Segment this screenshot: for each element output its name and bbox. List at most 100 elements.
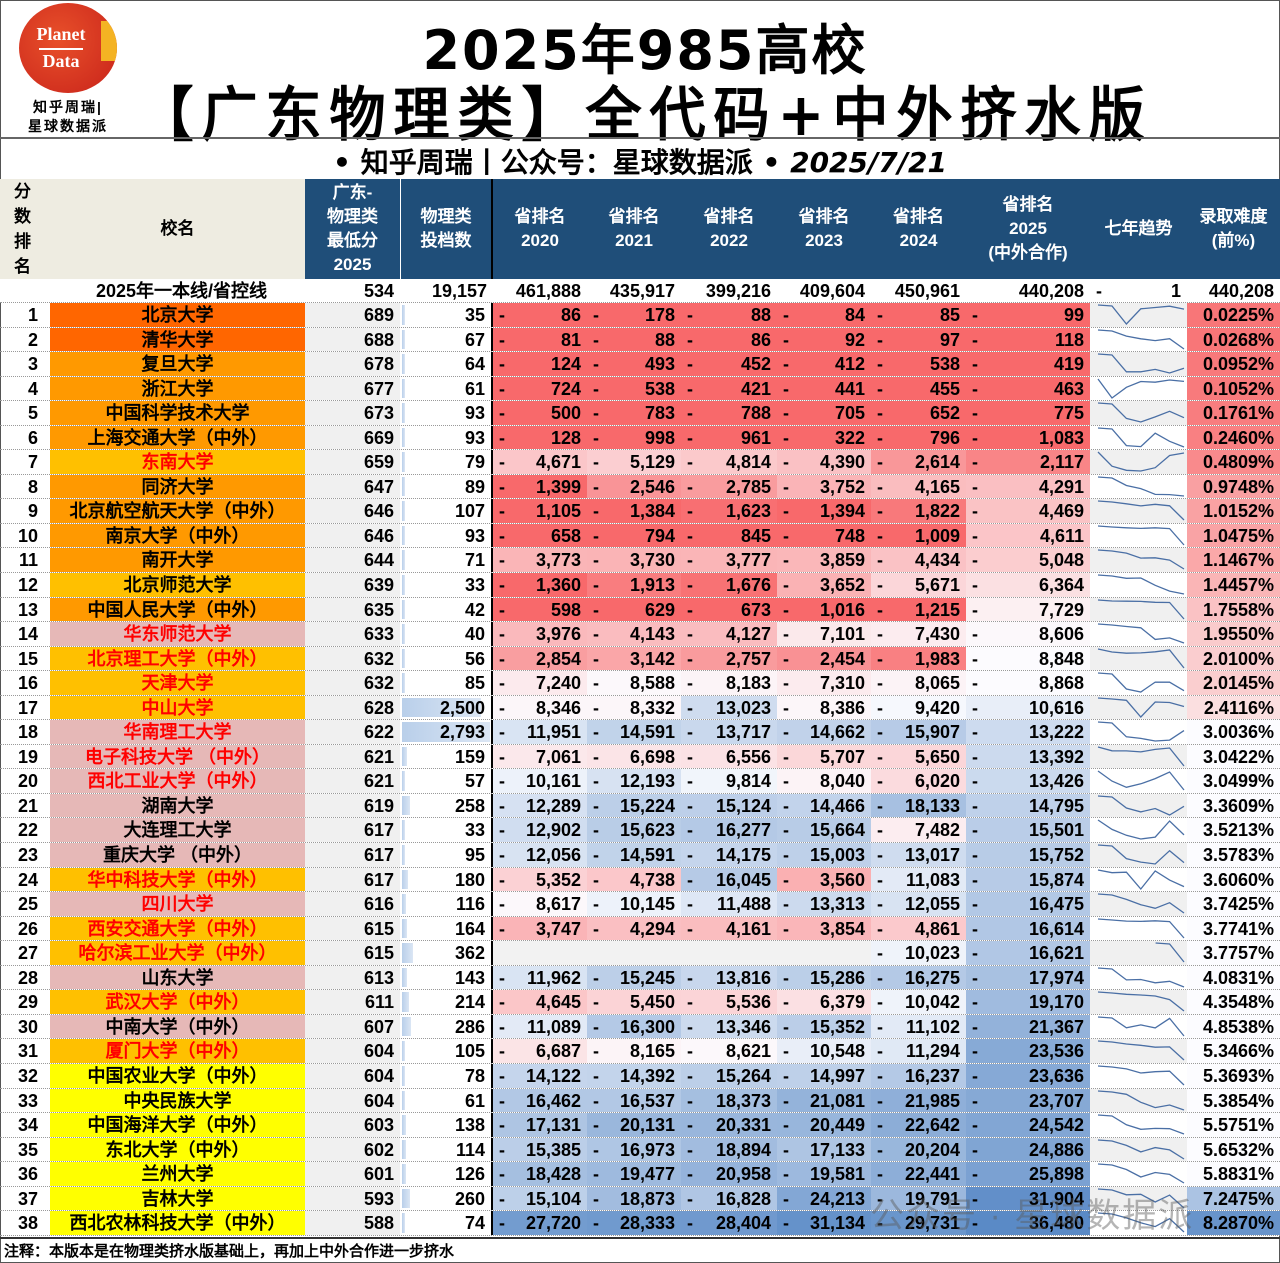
rank-2025: - 24,542 (966, 1113, 1090, 1137)
rank-value: 538 (644, 378, 675, 399)
accounting-dash: - (687, 501, 693, 522)
rank-value: 1,016 (819, 599, 865, 620)
rank-2024: - 652 (871, 401, 966, 425)
count-cell: 2,793 (400, 720, 493, 744)
rank-2020: - 658 (493, 523, 587, 548)
accounting-dash: - (593, 845, 599, 866)
sparkline-line (1097, 574, 1185, 595)
rank-value: 629 (644, 599, 675, 620)
rank-value: 23,707 (1028, 1090, 1084, 1111)
rank-2021: - 178 (587, 303, 681, 327)
count-cell: 95 (400, 843, 493, 867)
rank-2025: - 21,367 (966, 1014, 1090, 1039)
rank-2021: - 1,384 (587, 499, 681, 523)
table-row: 20 西北工业大学（中外） 621 57-10,161-12,193-9,814-8,… (0, 769, 1280, 794)
rank-2024: - 85 (871, 303, 966, 327)
admission-difficulty-pct: 1.7558% (1187, 597, 1280, 622)
accounting-dash: - (972, 1164, 978, 1185)
count-data-bar (402, 427, 405, 448)
rank-value: 10,023 (904, 943, 960, 964)
rank-2020: -11,089 (493, 1014, 587, 1039)
trend-sparkline (1090, 1039, 1187, 1063)
accounting-dash: - (783, 795, 789, 816)
rank-2025: - 13,392 (966, 744, 1090, 769)
accounting-dash: - (877, 1090, 883, 1111)
rank-value: 2,117 (1039, 452, 1084, 473)
accounting-dash: - (499, 869, 505, 890)
rank-2023: - 3,854 (777, 916, 871, 941)
min-score: 644 (305, 548, 400, 573)
rank-value: 81 (560, 329, 581, 350)
rank-2020: - 4,645 (493, 990, 587, 1014)
admission-difficulty-pct: 1.0152% (1187, 499, 1280, 523)
rank-value: 652 (929, 403, 960, 424)
rank-cell: 20 (17, 771, 38, 792)
accounting-dash: - (593, 501, 599, 522)
count-value: 138 (454, 1115, 485, 1136)
rank-2025: - 15,501 (966, 818, 1090, 843)
accounting-dash: - (687, 894, 693, 915)
subtitle-authors: • 知乎周瑞丨公众号：星球数据派 • (333, 146, 781, 179)
sparkline-line (1097, 770, 1185, 791)
count-data-bar (402, 967, 407, 988)
trend-sparkline (1090, 1063, 1187, 1088)
rank-value: 20,449 (809, 1115, 865, 1136)
rank-2025: - 16,621 (966, 941, 1090, 965)
subtitle-date: 2025/7/21 (790, 146, 947, 179)
trend-sparkline (1090, 1088, 1187, 1113)
admission-difficulty-pct: 1.1467% (1187, 548, 1280, 573)
sparkline-line (1097, 549, 1185, 571)
rank-2023: - 4,390 (777, 450, 871, 474)
rank-2022: - 9,814 (681, 769, 777, 793)
rank-value: 14,122 (525, 1065, 581, 1086)
accounting-dash: - (687, 1065, 693, 1086)
accounting-dash: - (499, 771, 505, 792)
admission-difficulty-pct: 1.4457% (1187, 573, 1280, 597)
rank-cell: 29 (17, 992, 38, 1013)
trend-sparkline (1090, 523, 1187, 548)
rank-value: 12,289 (525, 795, 581, 816)
sparkline-line (1097, 844, 1185, 865)
count-data-bar (402, 820, 405, 841)
accounting-dash: - (972, 305, 978, 325)
rank-value: 7,310 (819, 673, 865, 694)
accounting-dash: - (972, 403, 978, 424)
rank-2020: - 598 (493, 597, 587, 622)
count-cell: 57 (400, 769, 493, 793)
rank-value: 2,546 (629, 476, 675, 497)
admission-difficulty-pct: 4.0831% (1187, 965, 1280, 990)
accounting-dash: - (593, 599, 599, 620)
count-cell: 180 (400, 867, 493, 892)
count-data-bar (402, 648, 405, 669)
accounting-dash: - (877, 452, 883, 473)
min-score: 635 (305, 597, 400, 622)
accounting-dash: - (593, 354, 599, 375)
rank-2020: -17,131 (493, 1113, 587, 1137)
rank-value: 1,676 (725, 575, 771, 596)
school-name: 上海交通大学（中外） (50, 425, 305, 450)
admission-difficulty-pct: 0.2460% (1187, 425, 1280, 450)
accounting-dash: - (877, 1213, 883, 1234)
rank-2023: - 84 (777, 303, 871, 327)
rank-2025: - 775 (966, 401, 1090, 425)
trend-sparkline (1090, 720, 1187, 744)
accounting-dash: - (593, 697, 599, 718)
count-cell: 93 (400, 523, 493, 548)
rank-value: 658 (550, 525, 581, 546)
count-value: 214 (454, 992, 485, 1013)
rank-2020: - 1,399 (493, 474, 587, 499)
rank-value: 17,133 (809, 1139, 865, 1160)
accounting-dash: - (972, 624, 978, 645)
accounting-dash: - (877, 1065, 883, 1086)
rank-value: 18,894 (715, 1139, 771, 1160)
sparkline-line (1097, 868, 1185, 890)
rank-value: 2,757 (725, 648, 771, 669)
header-2023: 省排名 2023 (798, 207, 850, 250)
rank-value: 15,124 (715, 795, 771, 816)
rank-2022: - 86 (681, 327, 777, 352)
accounting-dash: - (972, 599, 978, 620)
rank-value: 5,536 (725, 992, 771, 1013)
count-value: 180 (454, 869, 485, 890)
accounting-dash: - (783, 820, 789, 841)
min-score: 607 (305, 1014, 400, 1039)
